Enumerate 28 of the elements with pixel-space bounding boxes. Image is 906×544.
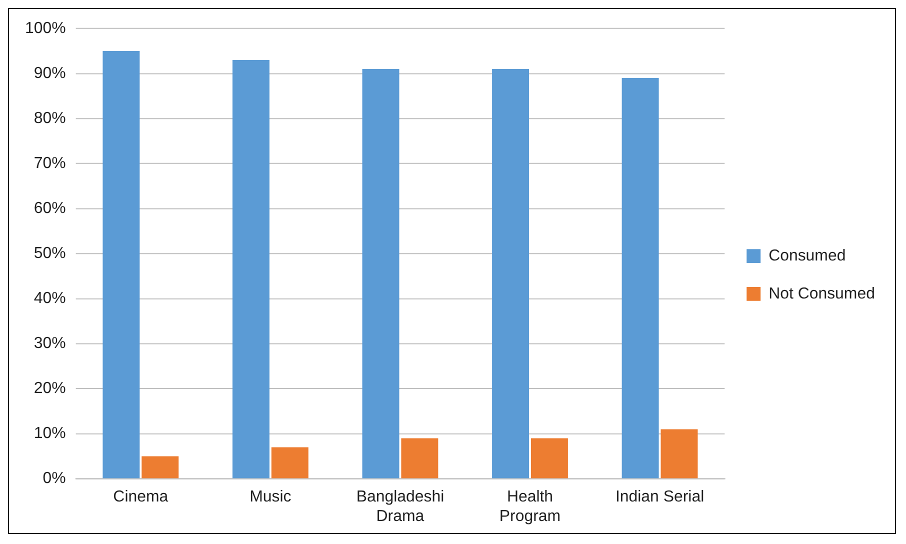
bar bbox=[102, 51, 140, 478]
bar bbox=[271, 447, 308, 478]
y-tick-label: 60% bbox=[34, 200, 66, 218]
bar bbox=[492, 69, 530, 478]
y-tick-label: 30% bbox=[34, 335, 66, 352]
bar bbox=[142, 456, 179, 478]
y-tick-label: 10% bbox=[34, 425, 66, 442]
y-tick-label: 0% bbox=[42, 470, 66, 488]
y-tick-label: 40% bbox=[34, 290, 66, 308]
bar bbox=[530, 438, 568, 478]
x-tick-label: Cinema bbox=[113, 488, 168, 506]
bar bbox=[401, 438, 438, 478]
x-tick-label: Indian Serial bbox=[615, 488, 704, 506]
y-tick-label: 90% bbox=[34, 64, 66, 82]
y-tick-label: 80% bbox=[34, 110, 66, 127]
y-tick-label: 50% bbox=[34, 245, 66, 262]
y-tick-label: 70% bbox=[34, 155, 66, 172]
x-tick-label: Health Program bbox=[499, 488, 561, 525]
bar bbox=[622, 78, 659, 478]
bar bbox=[232, 60, 270, 478]
bar bbox=[362, 69, 400, 478]
legend-label: Not Consumed bbox=[768, 285, 875, 302]
y-tick-label: 20% bbox=[34, 380, 66, 398]
legend-label: Consumed bbox=[768, 247, 846, 264]
bar bbox=[660, 429, 698, 478]
x-tick-label: Music bbox=[250, 488, 292, 506]
y-tick-label: 100% bbox=[24, 20, 66, 37]
x-tick-label: Bangladeshi Drama bbox=[356, 488, 444, 525]
